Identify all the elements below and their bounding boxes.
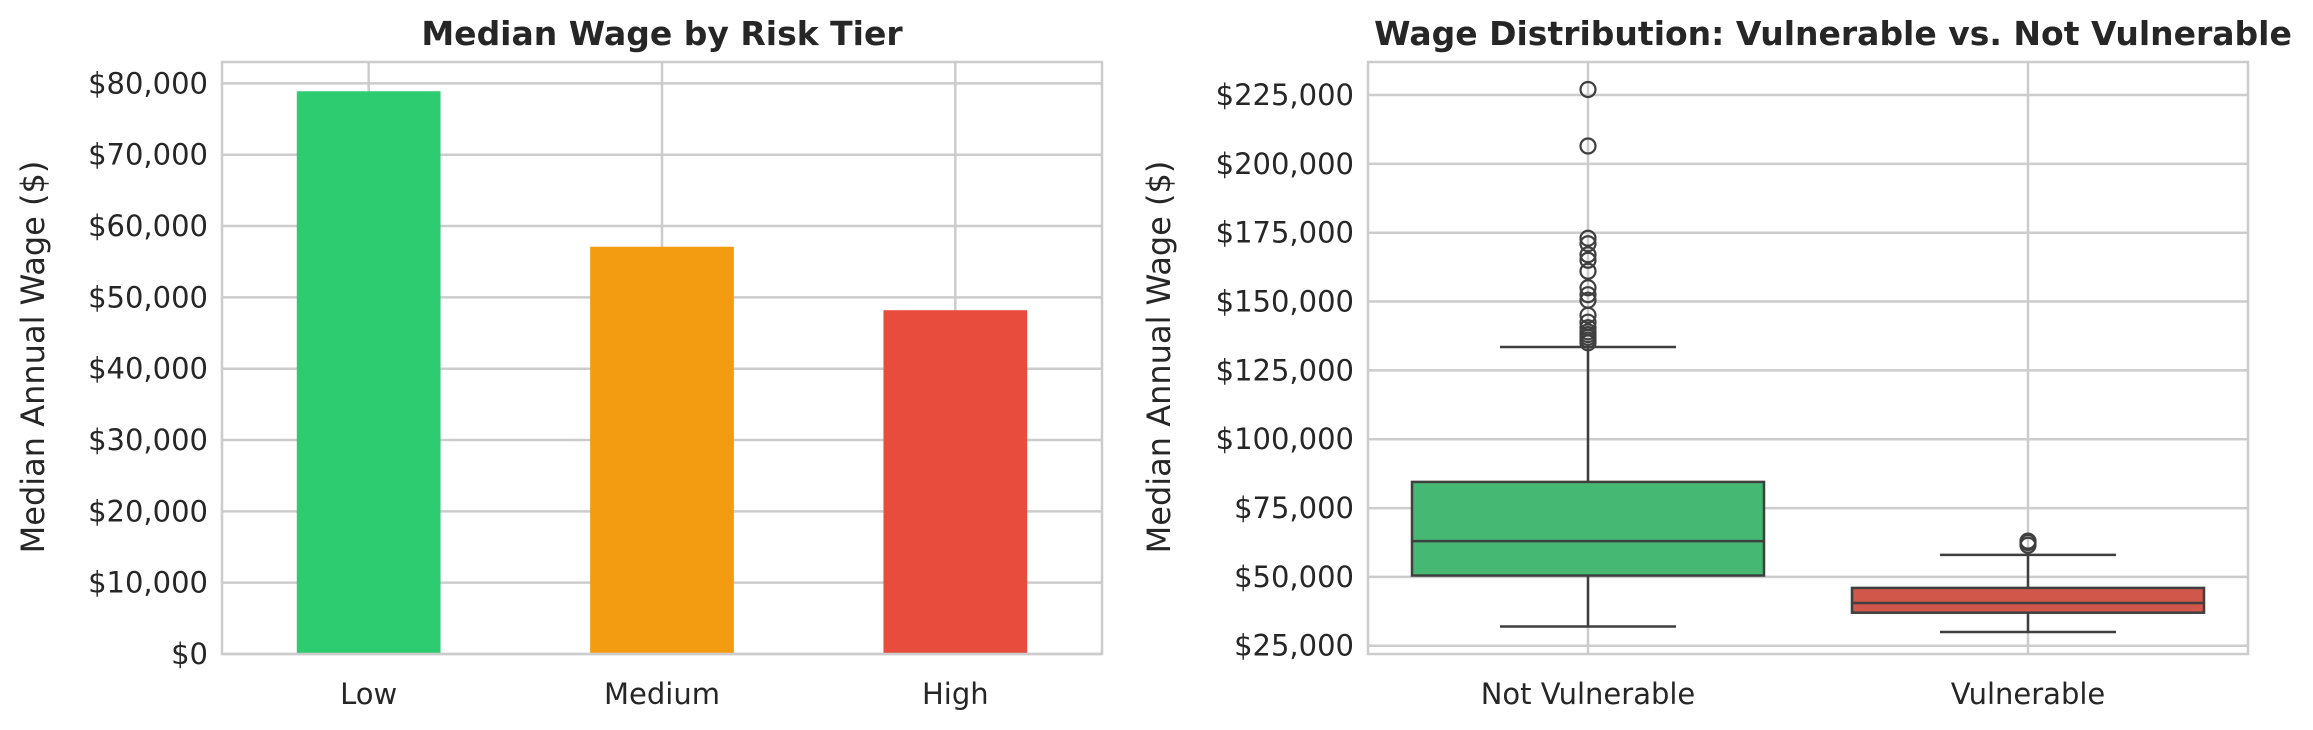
outlier-point-not-vulnerable [1579,291,1597,309]
y-tick-label: $125,000 [1216,353,1354,387]
box-plot-frame [1366,60,2250,656]
y-tick-label: $100,000 [1216,422,1354,456]
box-vulnerable [1850,586,2206,614]
bar-chart-panel: Median Wage by Risk Tier Median Annual W… [14,14,1104,711]
bar-high [883,310,1028,654]
outlier-point-not-vulnerable [1579,137,1597,155]
y-tick-label: $70,000 [88,138,208,172]
bar-chart-bars [296,91,1028,655]
outlier-point-not-vulnerable [1579,286,1597,304]
x-tick-label-vulnerable: Vulnerable [1951,677,2106,711]
outlier-point-not-vulnerable [1579,279,1597,297]
y-tick-label: $20,000 [88,494,208,528]
y-tick-label: $60,000 [88,209,208,243]
box-not-vulnerable [1410,480,1766,577]
bar-chart-title: Median Wage by Risk Tier [421,14,903,53]
y-tick-label: $150,000 [1216,285,1354,319]
x-tick-label-high: High [922,677,989,711]
y-tick-label: $0 [171,637,208,671]
outlier-point-not-vulnerable [1579,80,1597,99]
outlier-point-not-vulnerable [1579,313,1597,331]
bar-chart-ylabel: Median Annual Wage ($) [14,161,52,554]
outlier-point-not-vulnerable [1579,319,1597,337]
y-tick-label: $25,000 [1234,629,1354,663]
y-tick-label: $10,000 [88,566,208,600]
y-tick-label: $80,000 [88,66,208,100]
bar-medium [590,246,734,654]
outlier-point-vulnerable [2019,532,2037,550]
y-tick-label: $225,000 [1216,78,1354,112]
outlier-point-not-vulnerable [1579,229,1597,247]
box-plot-panel: Wage Distribution: Vulnerable vs. Not Vu… [1140,14,2292,711]
y-tick-label: $30,000 [88,423,208,457]
box-plot-boxes [1410,80,2206,634]
outlier-point-not-vulnerable [1579,251,1597,269]
outlier-point-not-vulnerable [1579,235,1597,253]
outlier-point-not-vulnerable [1579,246,1597,264]
y-tick-label: $50,000 [1234,560,1354,594]
y-tick-label: $50,000 [88,280,208,314]
box-plot-ylabel: Median Annual Wage ($) [1140,161,1178,554]
bar-chart-tick-labels: $0 $10,000 $20,000 $30,000 $40,000 $50,000 $60… [88,66,989,711]
x-tick-label-not-vulnerable: Not Vulnerable [1481,677,1696,711]
box-plot-tick-labels: $25,000 $50,000 $75,000 $100,000 $125,000 $15… [1216,78,2106,711]
x-tick-label-medium: Medium [604,677,720,711]
x-tick-label-low: Low [340,677,397,711]
y-tick-label: $200,000 [1216,147,1354,181]
y-tick-label: $40,000 [88,352,208,386]
bar-chart-frame [220,60,1104,656]
box-plot-title: Wage Distribution: Vulnerable vs. Not Vu… [1374,14,2292,53]
outlier-point-not-vulnerable [1579,262,1597,280]
y-tick-label: $75,000 [1234,491,1354,525]
y-tick-label: $175,000 [1216,216,1354,250]
bar-low [296,91,441,655]
